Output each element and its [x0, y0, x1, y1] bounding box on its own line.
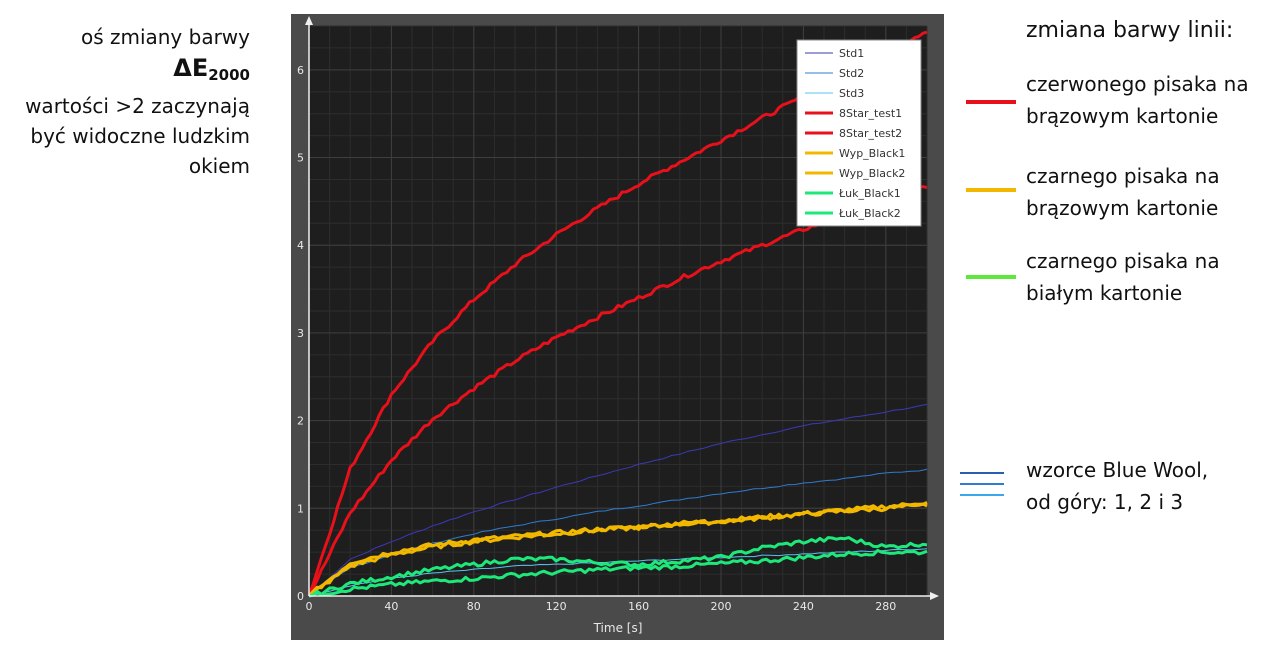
legend-swatch-bluewool2	[960, 483, 1004, 485]
legend-green-line1: czarnego pisaka na	[1026, 249, 1220, 273]
axis-annotation: oś zmiany barwy ΔE2000 wartości >2 zaczy…	[0, 22, 250, 181]
tick-labels: 0 40 80 120 160 200 240 280 0 1 2 3 4 5 6	[297, 64, 896, 613]
legend-label-3: 8Star_test1	[839, 107, 902, 120]
legend-yellow-line1: czarnego pisaka na	[1026, 164, 1220, 188]
series-line-0	[308, 403, 928, 597]
annotation-line1: oś zmiany barwy	[80, 25, 250, 49]
x-tick-label: 240	[793, 600, 814, 613]
x-tick-label: 40	[384, 600, 398, 613]
y-tick-label: 5	[297, 152, 304, 165]
x-tick-label: 280	[875, 600, 896, 613]
y-tick-label: 4	[297, 239, 304, 252]
y-tick-label: 3	[297, 327, 304, 340]
y-axis-arrow-icon	[305, 16, 313, 25]
legend-label-8: Łuk_Black2	[838, 207, 901, 220]
legend-swatch-red	[966, 100, 1016, 104]
x-axis-label: Time [s]	[593, 621, 643, 635]
x-tick-label: 200	[711, 600, 732, 613]
axes	[305, 16, 939, 600]
legend-label-5: Wyp_Black1	[839, 147, 905, 160]
x-axis-arrow-icon	[930, 592, 939, 600]
legend-label-1: Std2	[839, 67, 864, 80]
legend-red-line2: brązowym kartonie	[1026, 104, 1219, 128]
chart-legend: Std1 Std2 Std3 8Star_test1 8Star_test2 Wyp_Bl…	[796, 39, 922, 227]
legend-swatch-bluewool1	[960, 472, 1004, 474]
x-tick-label: 0	[306, 600, 313, 613]
legend-yellow-line2: brązowym kartonie	[1026, 196, 1219, 220]
series-line-7	[308, 536, 928, 598]
x-tick-label: 120	[546, 600, 567, 613]
legend-bluewool-line2: od góry: 1, 2 i 3	[1026, 490, 1184, 514]
legend-red-line1: czerwonego pisaka na	[1026, 72, 1249, 96]
legend-swatch-yellow	[966, 188, 1016, 192]
series-line-6	[307, 502, 928, 598]
line-color-legend: zmiana barwy linii: czerwonego pisaka na…	[950, 0, 1273, 650]
x-tick-label: 80	[467, 600, 481, 613]
y-tick-label: 2	[297, 415, 304, 428]
chart-frame: 0 40 80 120 160 200 240 280 0 1 2 3 4 5 6 Std1 Std2 Std3…	[291, 14, 944, 640]
delta-e-main: ΔE	[173, 54, 209, 82]
legend-swatch-bluewool3	[960, 494, 1004, 496]
delta-e-symbol: ΔE2000	[0, 52, 250, 91]
legend-label-6: Wyp_Black2	[839, 167, 905, 180]
line-chart: 0 40 80 120 160 200 240 280 0 1 2 3 4 5 6 Std1 Std2 Std3…	[297, 16, 939, 635]
legend-label-4: 8Star_test2	[839, 127, 902, 140]
legend-label-0: Std1	[839, 47, 864, 60]
series-line-8	[308, 548, 928, 598]
annotation-line3: wartości >2 zaczynają	[25, 94, 250, 118]
y-tick-label: 6	[297, 64, 304, 77]
legend-swatch-green	[966, 275, 1016, 279]
y-tick-label: 0	[297, 590, 304, 603]
legend-bluewool-line1: wzorce Blue Wool,	[1026, 458, 1209, 482]
delta-e-sub: 2000	[208, 66, 250, 84]
legend-green-line2: białym kartonie	[1026, 281, 1183, 305]
x-tick-label: 160	[628, 600, 649, 613]
legend-title: zmiana barwy linii:	[1026, 18, 1234, 43]
y-tick-label: 1	[297, 502, 304, 515]
legend-label-2: Std3	[839, 87, 864, 100]
annotation-line5: okiem	[188, 154, 250, 178]
legend-label-7: Łuk_Black1	[838, 187, 901, 200]
annotation-line4: być widoczne ludzkim	[30, 124, 250, 148]
